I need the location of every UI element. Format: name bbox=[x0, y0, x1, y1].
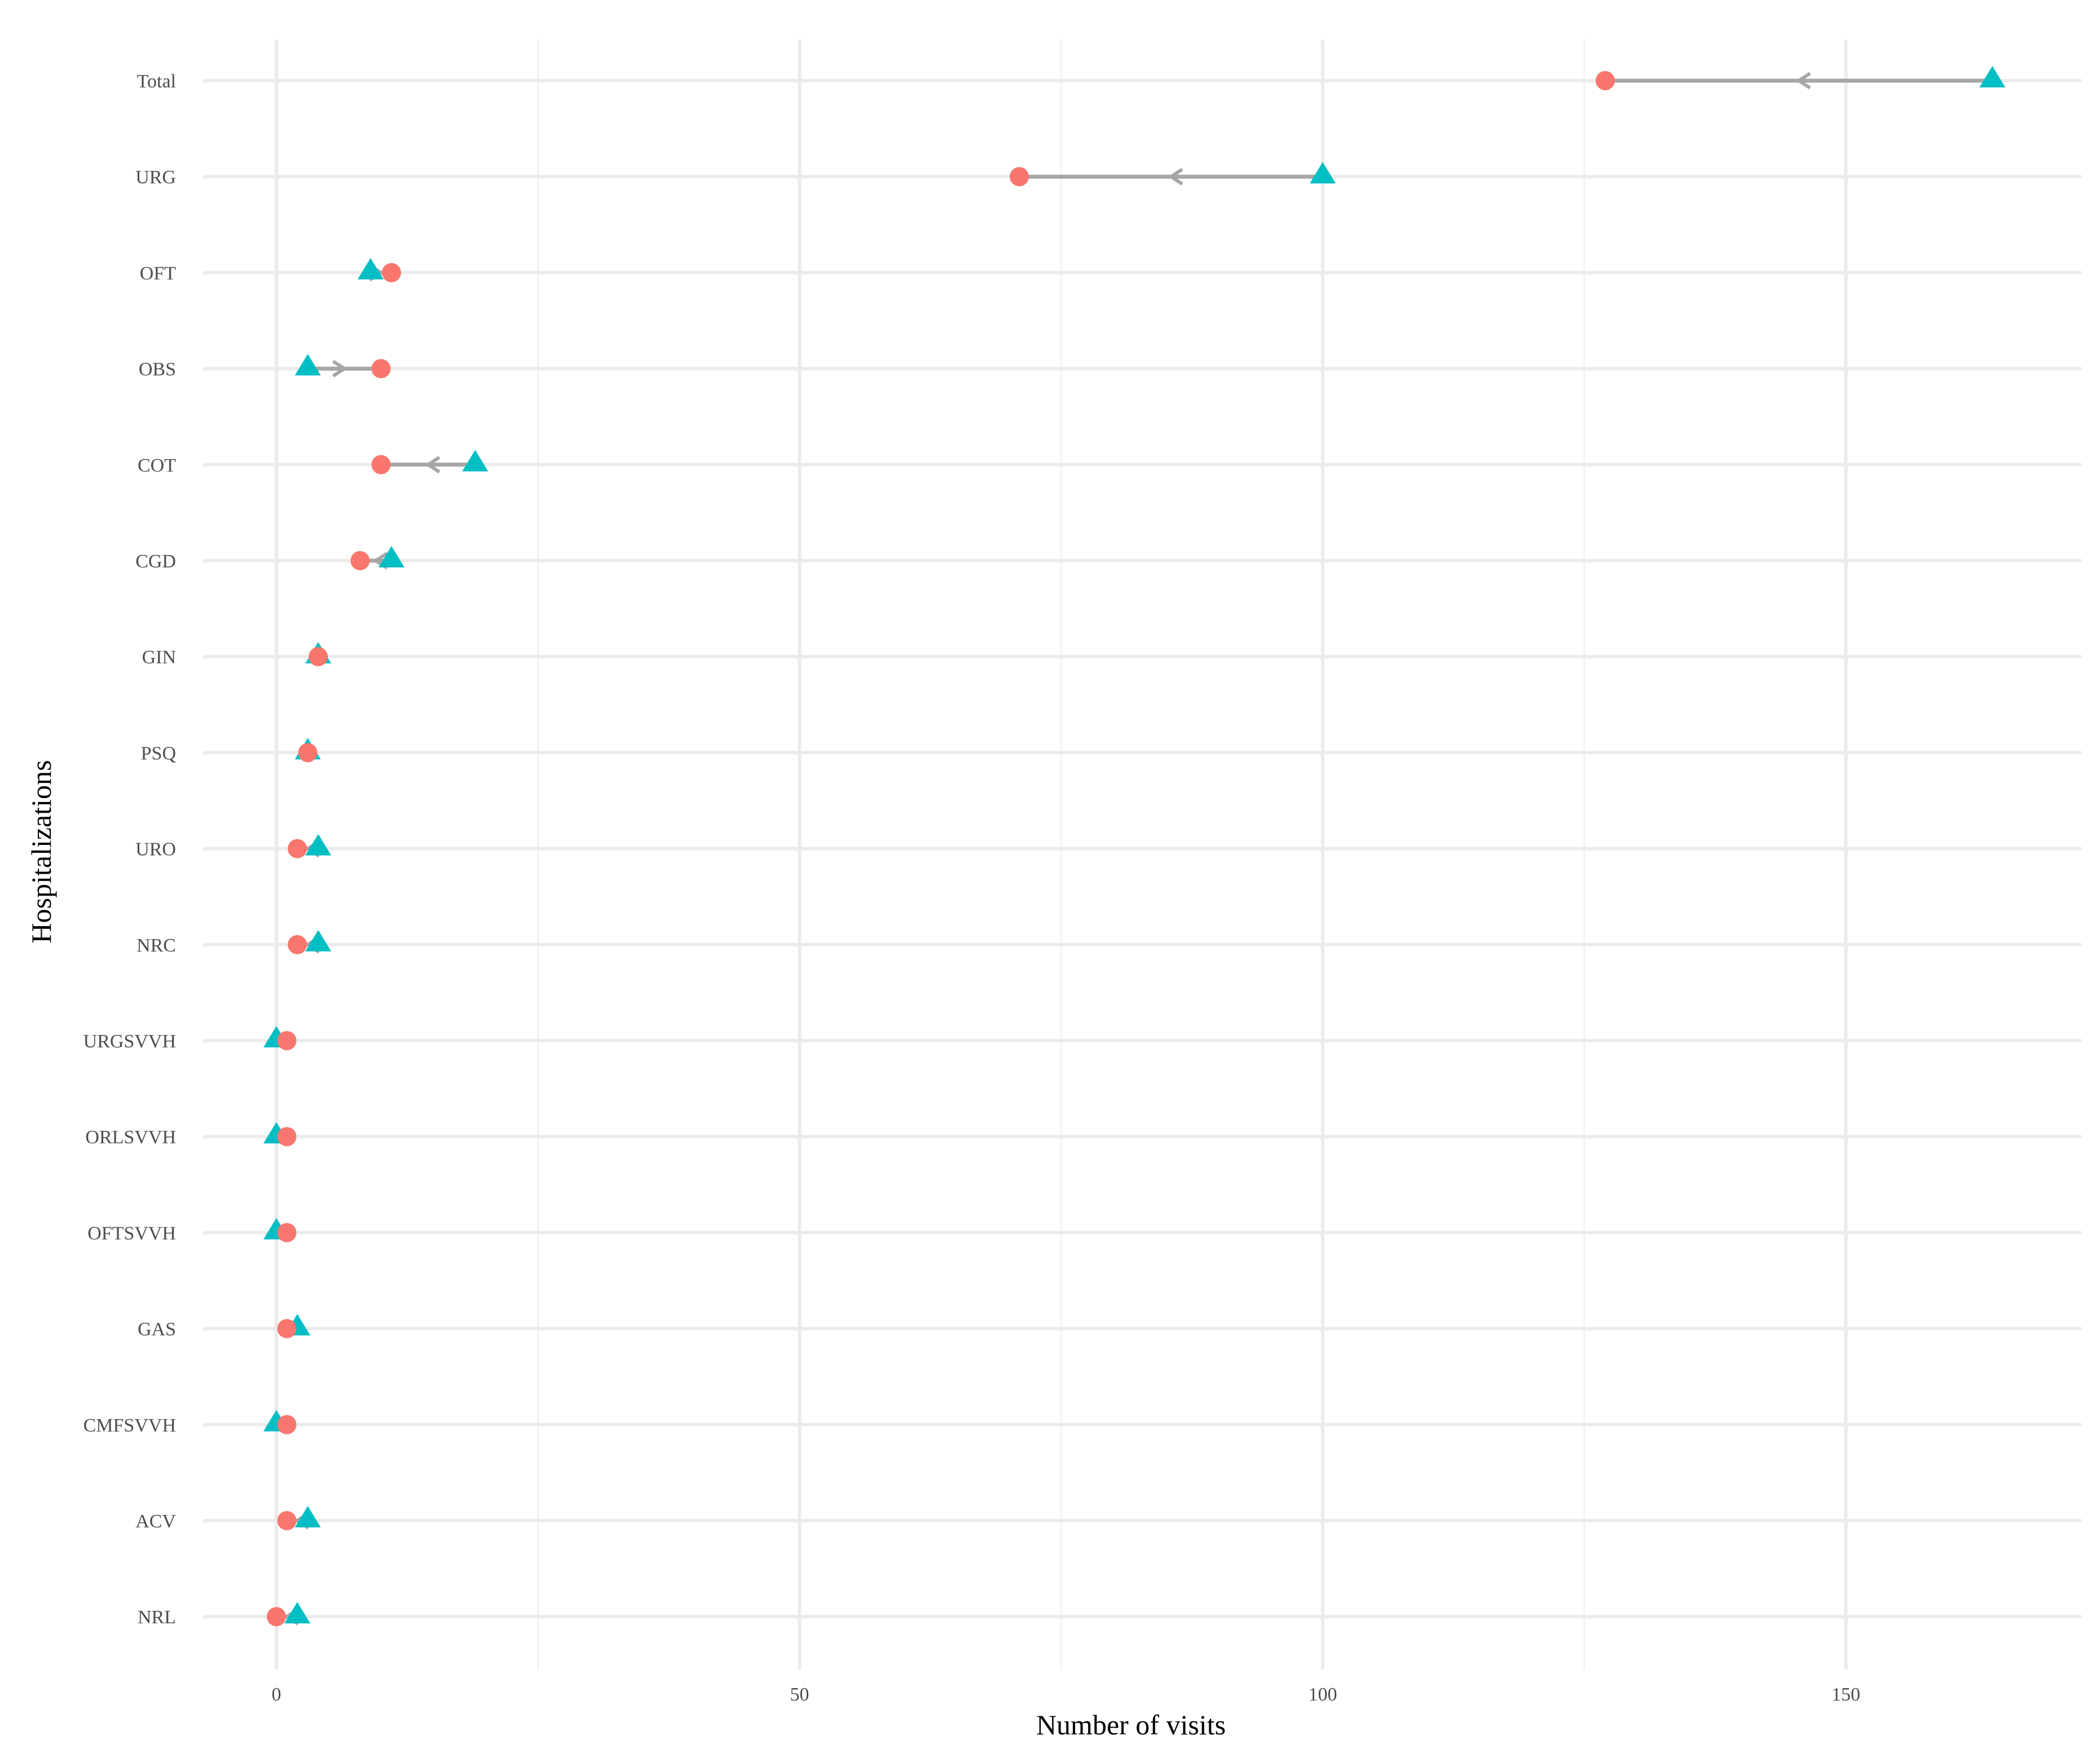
marker-layer bbox=[263, 66, 2006, 1627]
y-tick-label: OFT bbox=[140, 263, 176, 284]
y-tick-label: URG bbox=[135, 167, 176, 188]
x-tick-label: 50 bbox=[790, 1684, 809, 1705]
y-axis-title: Hospitalizations bbox=[25, 760, 57, 944]
triangle-marker bbox=[305, 930, 332, 952]
triangle-marker bbox=[1979, 66, 2006, 87]
y-tick-label: ACV bbox=[135, 1511, 176, 1532]
y-tick-label: COT bbox=[138, 455, 176, 476]
x-tick-label: 0 bbox=[272, 1684, 281, 1705]
grid-layer bbox=[203, 39, 2081, 1670]
y-tick-labels: Total URG OFT OBS COT CGD GIN PSQ URO NRC URGSVVH O… bbox=[83, 71, 177, 1628]
circle-marker bbox=[277, 1319, 297, 1338]
circle-marker bbox=[277, 1223, 297, 1243]
y-tick-label: URO bbox=[135, 839, 176, 860]
x-tick-label: 100 bbox=[1309, 1684, 1337, 1705]
x-tick-labels: 0 50 100 150 bbox=[272, 1684, 1861, 1705]
y-tick-label: GAS bbox=[138, 1319, 176, 1340]
circle-marker bbox=[277, 1031, 297, 1050]
change-arrowhead bbox=[1168, 168, 1183, 186]
y-tick-label: OBS bbox=[139, 359, 176, 380]
y-tick-label: ORLSVVH bbox=[85, 1127, 176, 1148]
circle-marker bbox=[309, 647, 328, 667]
circle-marker bbox=[371, 359, 391, 378]
triangle-marker bbox=[378, 546, 405, 567]
circle-marker bbox=[298, 743, 318, 763]
circle-marker bbox=[288, 935, 307, 954]
circle-marker bbox=[277, 1511, 297, 1530]
y-tick-label: NRC bbox=[137, 935, 176, 956]
y-tick-label: Total bbox=[137, 71, 176, 92]
circle-marker bbox=[350, 551, 370, 570]
circle-marker bbox=[1595, 71, 1615, 90]
circle-marker bbox=[277, 1415, 297, 1434]
y-tick-label: OFTSVVH bbox=[87, 1223, 176, 1244]
circle-marker bbox=[371, 455, 391, 474]
change-arrowhead bbox=[332, 360, 348, 378]
circle-marker bbox=[1010, 167, 1029, 187]
x-tick-label: 150 bbox=[1832, 1684, 1860, 1705]
triangle-marker bbox=[294, 1506, 321, 1527]
x-axis-title: Number of visits bbox=[1036, 1709, 1226, 1741]
y-tick-label: NRL bbox=[138, 1607, 176, 1628]
circle-marker bbox=[288, 839, 307, 858]
triangle-marker bbox=[1310, 162, 1336, 184]
y-tick-label: CGD bbox=[135, 551, 176, 572]
y-tick-label: URGSVVH bbox=[83, 1031, 176, 1052]
triangle-marker bbox=[462, 450, 488, 472]
triangle-marker bbox=[284, 1602, 311, 1624]
change-arrowhead bbox=[425, 456, 441, 474]
triangle-marker bbox=[357, 258, 384, 280]
triangle-marker bbox=[294, 354, 321, 376]
circle-marker bbox=[267, 1607, 286, 1627]
change-arrowhead bbox=[1795, 72, 1811, 90]
y-tick-label: PSQ bbox=[141, 743, 176, 764]
y-tick-label: CMFSVVH bbox=[83, 1415, 176, 1436]
circle-marker bbox=[382, 263, 402, 283]
y-tick-label: GIN bbox=[142, 647, 176, 668]
triangle-marker bbox=[305, 834, 332, 856]
circle-marker bbox=[277, 1127, 297, 1147]
